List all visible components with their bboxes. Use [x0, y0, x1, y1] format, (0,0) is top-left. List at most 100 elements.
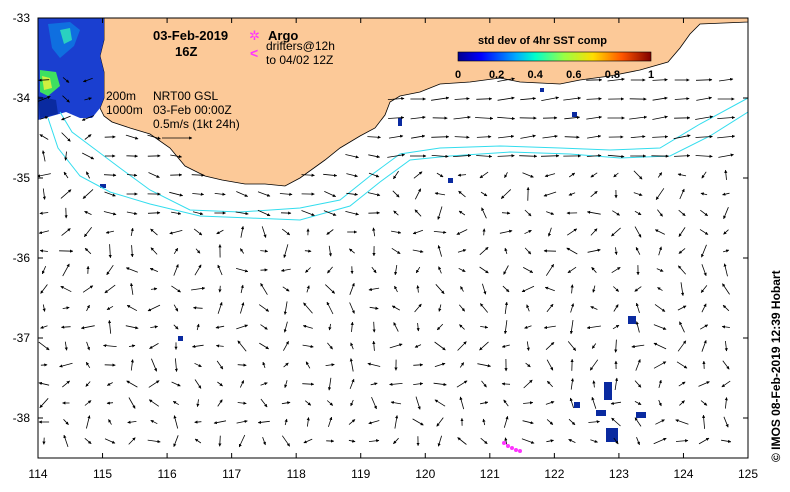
sst-stddev-patch [38, 18, 104, 120]
chevron-left-icon: < [250, 45, 258, 61]
map-time: 16Z [175, 44, 197, 59]
velocity-arrow [193, 228, 203, 236]
velocity-arrow [345, 211, 359, 216]
velocity-arrow [238, 434, 246, 448]
velocity-arrow [328, 323, 332, 331]
velocity-arrow [104, 438, 116, 444]
velocity-arrow [635, 302, 640, 314]
velocity-arrow [283, 244, 289, 259]
velocity-arrow [521, 438, 535, 444]
velocity-arrow [587, 248, 601, 253]
contour-1000m [47, 111, 748, 221]
velocity-arrow [504, 301, 508, 314]
velocity-arrow [503, 415, 509, 428]
velocity-arrow [700, 285, 708, 293]
velocity-arrow [457, 341, 467, 351]
velocity-arrow [546, 359, 554, 371]
map-date: 03-Feb-2019 [153, 28, 228, 43]
velocity-arrow [433, 382, 447, 387]
velocity-arrow [479, 246, 489, 256]
velocity-arrow [476, 135, 492, 139]
velocity-arrow [460, 286, 464, 292]
velocity-arrow [500, 189, 512, 199]
velocity-arrow [257, 420, 270, 424]
velocity-arrow [86, 304, 90, 312]
velocity-arrow [173, 435, 179, 447]
velocity-arrow [368, 420, 380, 425]
velocity-arrow [524, 247, 532, 255]
velocity-arrow [104, 284, 116, 294]
velocity-arrow [82, 189, 94, 199]
velocity-arrow [679, 188, 685, 200]
velocity-arrow [678, 227, 686, 237]
velocity-arrow [63, 419, 69, 425]
velocity-arrow [458, 210, 466, 216]
velocity-arrow [350, 321, 354, 332]
velocity-arrow [149, 343, 159, 349]
velocity-arrow [591, 267, 597, 273]
velocity-arrow [610, 401, 622, 405]
velocity-arrow [39, 211, 49, 215]
velocity-arrow [130, 359, 134, 371]
velocity-arrow [393, 210, 399, 216]
velocity-arrow [128, 344, 136, 348]
velocity-arrow [128, 437, 136, 445]
velocity-arrow [62, 263, 70, 277]
velocity-arrow [129, 282, 134, 295]
colorbar-tick-label: 1 [648, 69, 654, 81]
velocity-arrow [481, 380, 487, 388]
velocity-arrow [262, 436, 266, 446]
velocity-arrow [457, 173, 467, 177]
velocity-arrow [479, 341, 489, 351]
velocity-arrow [348, 439, 356, 443]
velocity-arrow [106, 264, 114, 276]
velocity-arrow [283, 362, 289, 368]
y-tick-label: -38 [13, 411, 31, 425]
velocity-arrow [634, 401, 642, 405]
colorbar-tick-label: 0.4 [528, 69, 544, 81]
velocity-arrow [303, 438, 313, 444]
velocity-arrow [191, 286, 206, 291]
velocity-arrow [150, 419, 158, 425]
velocity-arrow [591, 343, 597, 349]
velocity-arrow [38, 96, 51, 102]
velocity-arrow [106, 401, 114, 405]
velocity-arrow [570, 303, 575, 313]
velocity-arrow [173, 264, 179, 276]
y-tick-label: -37 [13, 331, 31, 345]
velocity-arrow [59, 362, 73, 368]
velocity-arrow [60, 285, 72, 293]
velocity-arrow [497, 154, 515, 158]
velocity-arrow [235, 268, 249, 273]
velocity-arrow [457, 437, 467, 445]
velocity-arrow [413, 382, 424, 386]
velocity-arrow [634, 417, 642, 427]
velocity-arrow [260, 398, 268, 408]
velocity-arrow [393, 170, 399, 180]
velocity-arrow [675, 419, 689, 425]
velocity-arrow [630, 135, 646, 139]
velocity-arrow [718, 77, 734, 82]
velocity-arrow [412, 249, 424, 254]
velocity-arrow [125, 267, 138, 273]
velocity-arrow [525, 362, 531, 368]
velocity-arrow [569, 320, 574, 335]
velocity-arrow [611, 266, 621, 274]
velocity-arrow [85, 361, 91, 369]
velocity-arrow [130, 227, 134, 236]
velocity-time: 03-Feb 00:00Z [153, 103, 232, 117]
x-tick-label: 125 [738, 467, 758, 481]
velocity-arrow [215, 325, 225, 329]
velocity-arrow [724, 169, 728, 180]
velocity-arrow [147, 304, 161, 312]
velocity-arrow [128, 397, 136, 409]
velocity-arrow [479, 266, 489, 274]
velocity-arrow [326, 400, 334, 406]
velocity-arrow [677, 173, 687, 177]
velocity-arrow [568, 192, 576, 196]
velocity-arrow [656, 268, 664, 272]
velocity-arrow [283, 341, 289, 351]
velocity-scale: 0.5m/s (1kt 24h) [153, 117, 240, 131]
velocity-arrow [567, 341, 577, 351]
velocity-arrow [657, 172, 663, 178]
